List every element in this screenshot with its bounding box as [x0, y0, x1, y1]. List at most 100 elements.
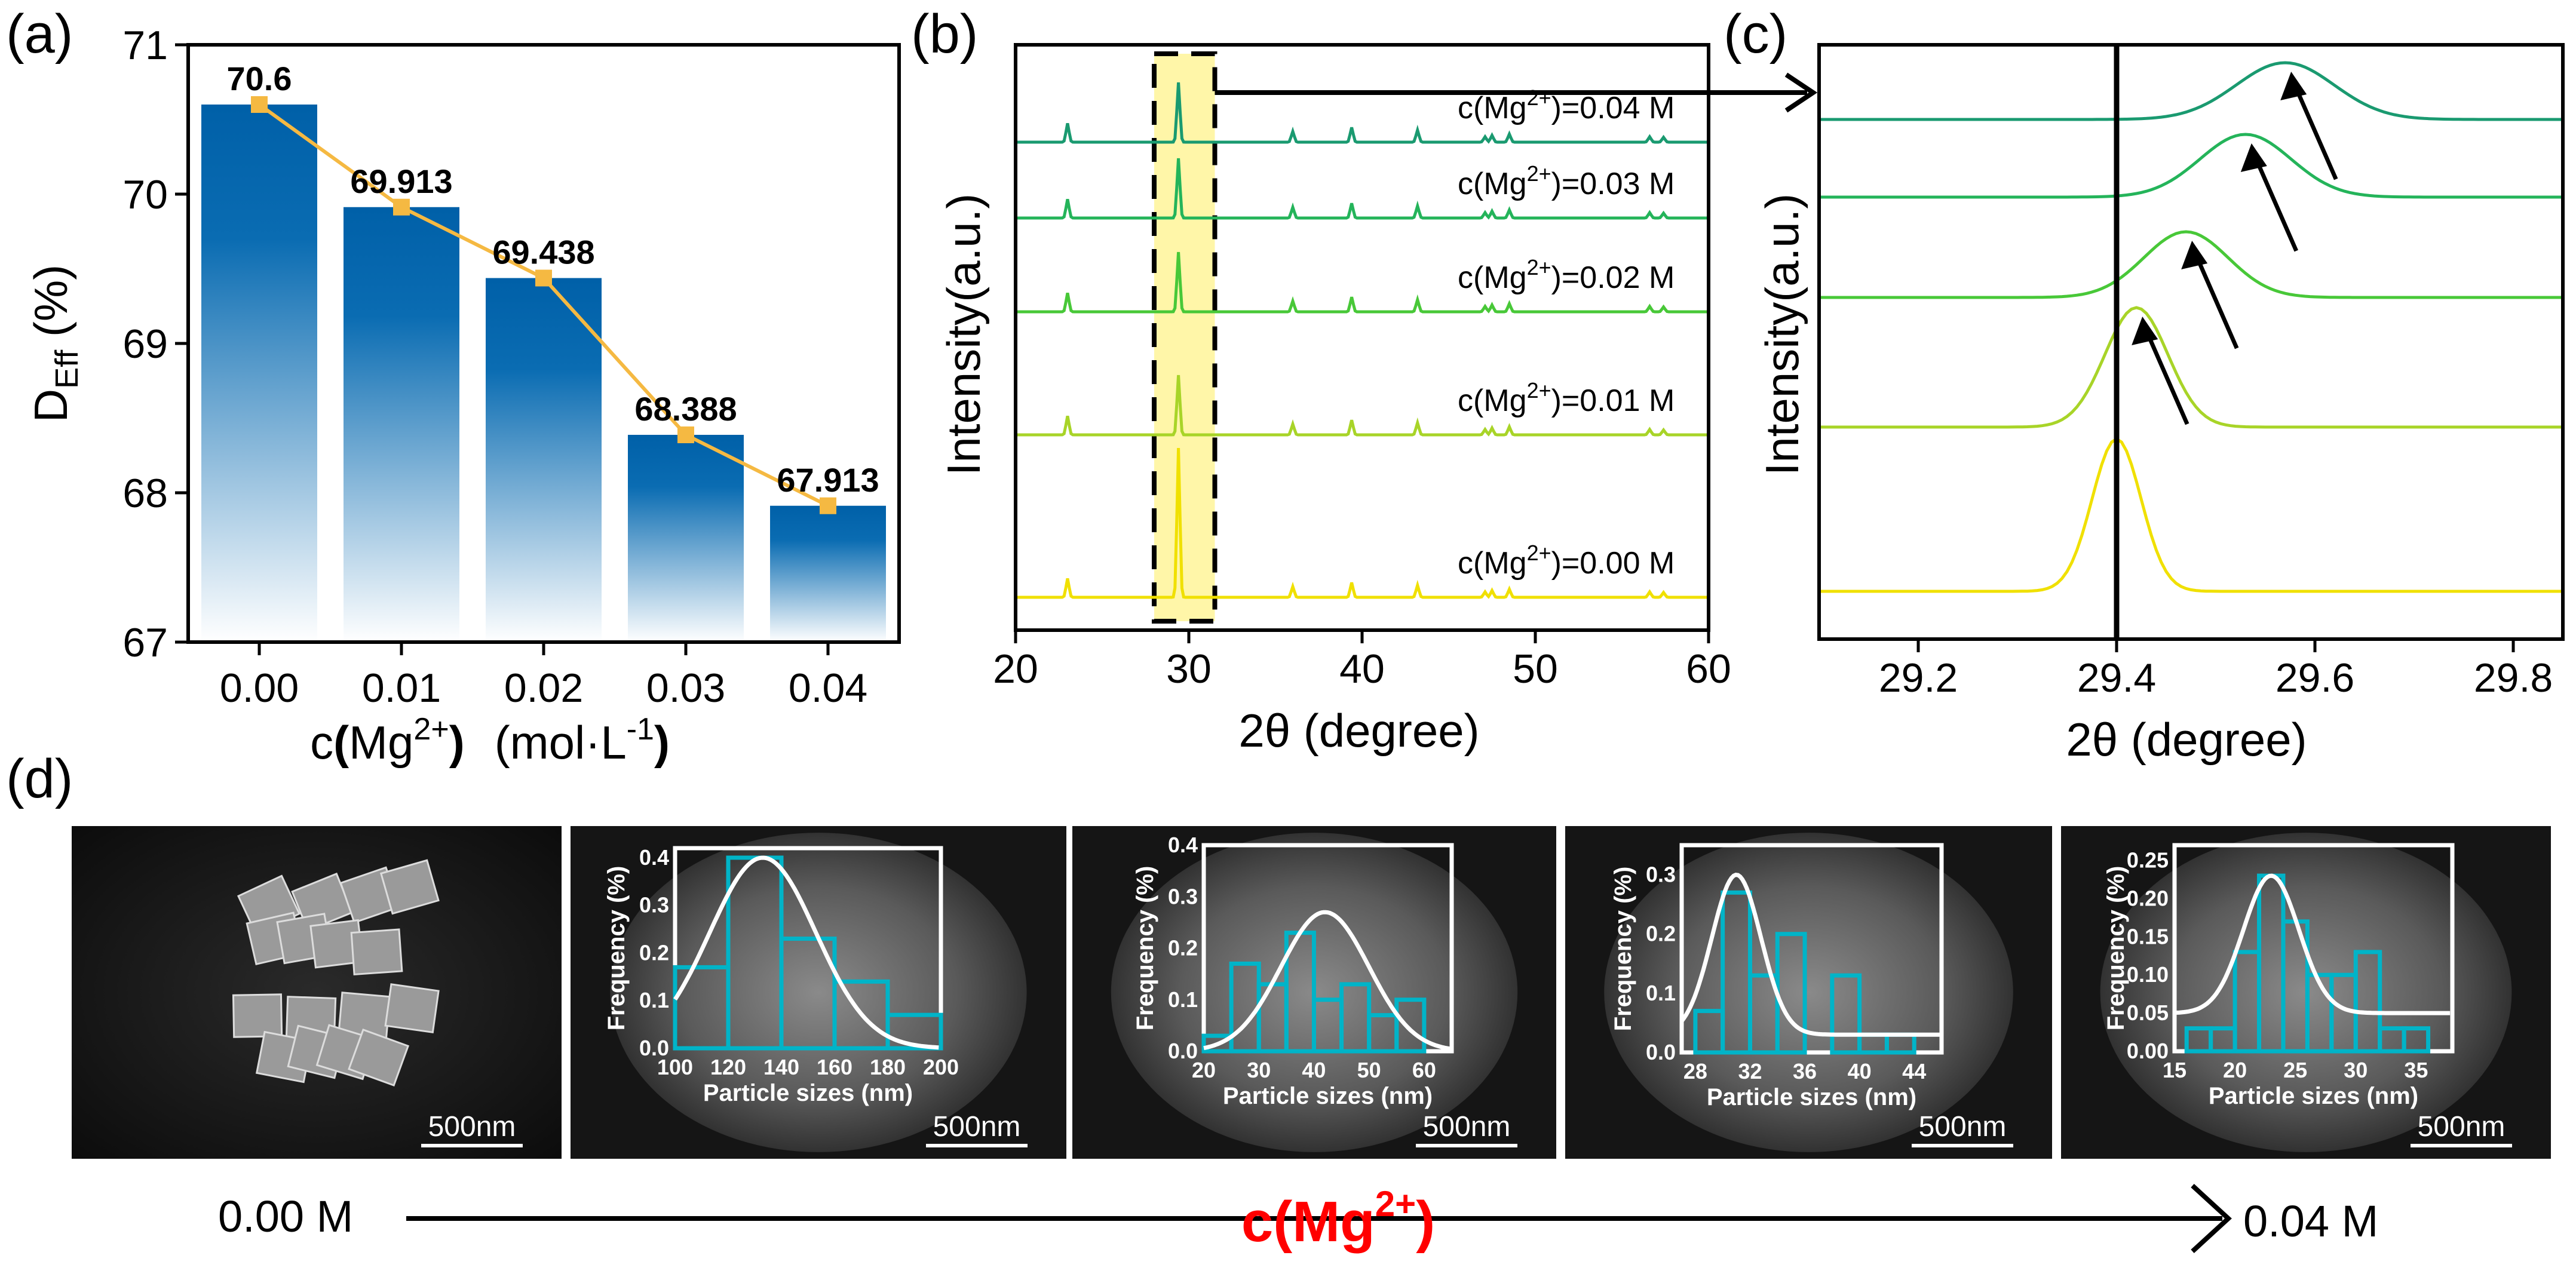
arrow-center-label: c(Mg2+): [1241, 1184, 1435, 1254]
inset-ytick-0.10: 0.10: [2127, 962, 2169, 987]
hist-bar-180: [885, 1012, 943, 1051]
inset-xtick-160: 160: [817, 1055, 852, 1079]
inset-xtick-140: 140: [763, 1055, 799, 1079]
series-legend-2: c(Mg2+)=0.02 M: [1458, 255, 1675, 295]
inset-frame-0.03 M: [1679, 843, 1944, 1055]
ytick-label-69: 69: [122, 321, 168, 367]
inset-ytick-0.2: 0.2: [639, 940, 669, 965]
panel-b-xrd: c(Mg2+)=0.00 Mc(Mg2+)=0.01 Mc(Mg2+)=0.02…: [993, 43, 1818, 692]
inset-xlabel: Particle sizes (nm): [1223, 1083, 1433, 1109]
ylabel-sub: Eff: [49, 349, 85, 389]
scale-bar-label: 500nm: [1919, 1111, 2007, 1143]
shift-arrow-head-0.04 M: [2280, 72, 2307, 100]
particle-cluster: [610, 833, 1027, 1152]
inset-ytick-0.4: 0.4: [1168, 833, 1198, 857]
shift-arrow-head-0.02 M: [2181, 241, 2208, 269]
xtick-label-0.01: 0.01: [362, 665, 441, 711]
legend-post: )=0.01 M: [1551, 383, 1675, 418]
hist-bar-55: [1394, 997, 1427, 1054]
xlabel-mg: Mg: [349, 716, 413, 769]
arrow-head: [2191, 1184, 2232, 1253]
data-label-0.04: 67.913: [777, 461, 879, 499]
data-label-0.00: 70.6: [227, 60, 292, 97]
inset-ytick-0.0: 0.0: [639, 1036, 669, 1060]
xlabel-open: (: [333, 716, 349, 769]
highlight-dashed-box: [1152, 51, 1218, 624]
ylabel-unit: (%): [24, 265, 77, 350]
panel-c-xlabel: 2θ (degree): [2066, 713, 2307, 766]
inset-ytick-0.3: 0.3: [1646, 863, 1676, 887]
xtick-label-0.04: 0.04: [789, 665, 867, 711]
inset-ytick-0.00: 0.00: [2127, 1039, 2169, 1063]
inset-ytick-0.0: 0.0: [1646, 1040, 1676, 1064]
xlabel-sup: 2+: [413, 712, 449, 747]
xlabel-close: ): [449, 716, 465, 769]
legend-sup: 2+: [1527, 378, 1551, 403]
gaussian-fit-0.03 M: [1680, 872, 1942, 1037]
xlabel-unit-close: ): [654, 716, 670, 769]
shift-arrow-head-0.01 M: [2132, 317, 2158, 345]
xlabel-unit-open: (mol·L: [495, 716, 627, 769]
inset-ytick-0.0: 0.0: [1168, 1039, 1198, 1063]
inset-xtick-15: 15: [2163, 1058, 2186, 1082]
panel-a-bar-chart: 70.6 69.913 69.438 68.388 67.913 67 68 69 70 71 0.…: [122, 23, 901, 711]
panel-label-b: (b): [911, 4, 978, 65]
panel-d-sem-row: 500nm 500nm 500nm 500nm 500nm 0.0 0.1 0.2 0.3 0.4…: [72, 826, 2551, 1159]
shift-arrow-0.02 M: [2192, 251, 2239, 349]
zoom-curve-0.03 M: [1819, 133, 2563, 199]
legend-post: )=0.03 M: [1551, 167, 1675, 201]
inset-xtick-20: 20: [1192, 1058, 1216, 1082]
crystal-block: [350, 928, 403, 976]
legend-post: )=0.00 M: [1551, 546, 1675, 581]
inset-ytick-0.3: 0.3: [1168, 884, 1198, 908]
inset-xtick-20: 20: [2223, 1058, 2247, 1082]
panel-a-xlabel: c(Mg2+) (mol·L-1): [310, 712, 670, 769]
ytick-label-70: 70: [122, 172, 168, 217]
inset-xlabel: Particle sizes (nm): [2209, 1083, 2418, 1109]
inset-ytick-0.25: 0.25: [2127, 848, 2169, 873]
panel-c-xrd-zoom: 29.2 29.4 29.6 29.8: [1817, 43, 2565, 701]
bar-0.01: [344, 207, 459, 642]
particle-cluster: [1604, 833, 2013, 1152]
xtick-label-0.02: 0.02: [504, 665, 583, 711]
inset-ytick-0.3: 0.3: [639, 893, 669, 917]
inset-xtick-60: 60: [1412, 1058, 1436, 1082]
data-label-0.01: 69.913: [350, 162, 452, 200]
hist-bar-30: [1721, 890, 1752, 1055]
xtick-label-29.6: 29.6: [2276, 655, 2354, 701]
sem-image-0.00 M: [72, 826, 562, 1159]
inset-ytick-0.1: 0.1: [1168, 987, 1198, 1012]
inset-xtick-30: 30: [2344, 1058, 2368, 1082]
scale-bar-label: 500nm: [428, 1111, 516, 1143]
inset-xtick-200: 200: [923, 1055, 959, 1079]
inset-ylabel: Frequency (%): [1132, 866, 1158, 1031]
legend-sup: 2+: [1527, 541, 1551, 565]
inset-xtick-30: 30: [1247, 1058, 1271, 1082]
gaussian-fit-0.01 M: [673, 855, 939, 1050]
xrd-curve-4: [1016, 82, 1707, 144]
hist-bar-38: [1830, 973, 1862, 1055]
panel-b-ylabel: Intensity(a.u.): [937, 194, 990, 476]
inset-ytick-0.4: 0.4: [639, 845, 669, 870]
legend-pre: c(Mg: [1458, 383, 1527, 418]
center-pre: c(Mg: [1241, 1190, 1375, 1254]
xtick-label-50: 50: [1513, 646, 1558, 692]
crystal-block: [379, 859, 440, 915]
trend-marker-0.03: [677, 426, 694, 443]
legend-pre: c(Mg: [1458, 260, 1527, 295]
inset-xtick-28: 28: [1683, 1059, 1707, 1084]
xtick-label-20: 20: [993, 646, 1038, 692]
inset-xtick-100: 100: [657, 1055, 693, 1079]
xlabel-pre: c: [310, 716, 333, 769]
bar-0.03: [628, 435, 744, 642]
legend-sup: 2+: [1527, 85, 1551, 110]
inset-ytick-0.20: 0.20: [2127, 886, 2169, 910]
axes-frame: [1817, 43, 2565, 641]
gaussian-fit-0.04 M: [2174, 873, 2451, 1015]
ylabel-main: D: [24, 389, 77, 422]
xrd-curve-0: [1016, 447, 1707, 599]
center-sup: 2+: [1375, 1184, 1416, 1224]
inset-xlabel: Particle sizes (nm): [703, 1080, 913, 1106]
highlight-region: [1154, 54, 1215, 621]
